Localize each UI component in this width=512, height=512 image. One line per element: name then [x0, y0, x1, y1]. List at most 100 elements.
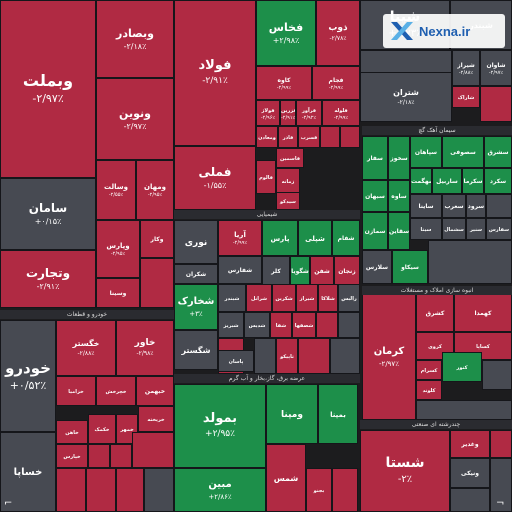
stock-cell[interactable]: وسالت -۲/۵۵٪ [96, 160, 136, 220]
stock-cell[interactable]: شگستر [174, 330, 218, 370]
stock-cell[interactable]: شتران -۲/۱۸٪ [360, 72, 452, 122]
stock-cell[interactable]: ونوین -۲/۹۷٪ [96, 78, 174, 160]
stock-cell[interactable]: ساربیل [432, 168, 462, 194]
stock-cell[interactable]: شلاکا [318, 284, 338, 312]
stock-cell[interactable]: سصوفی [442, 136, 484, 168]
stock-cell[interactable]: کسرام [416, 360, 442, 380]
stock-cell[interactable]: شگویا [290, 256, 310, 286]
stock-cell-unlabeled[interactable] [332, 468, 358, 512]
stock-cell-unlabeled[interactable] [330, 338, 360, 374]
stock-cell[interactable]: فسرب [298, 126, 320, 148]
stock-cell[interactable]: وتجارت -۲/۹۱٪ [0, 250, 96, 308]
stock-cell-unlabeled[interactable] [56, 468, 86, 512]
stock-cell-unlabeled[interactable] [316, 312, 338, 338]
stock-cell-unlabeled[interactable] [450, 488, 490, 512]
stock-cell[interactable]: فجام -۲/۹۹٪ [312, 66, 360, 100]
stock-cell[interactable]: شبندر [218, 284, 246, 312]
stock-cell[interactable]: بمپنا [318, 384, 358, 444]
stock-cell[interactable]: فولاژ -۲/۹۶٪ [256, 100, 280, 126]
stock-cell[interactable]: فملی -۱/۵۵٪ [174, 146, 256, 210]
stock-cell[interactable]: سشمال [442, 218, 466, 240]
stock-cell[interactable]: سیتا [410, 218, 442, 240]
stock-cell[interactable]: شرانل [246, 284, 272, 312]
stock-cell[interactable]: خساپا [0, 432, 56, 512]
stock-cell[interactable]: سنیر [466, 218, 486, 240]
stock-cell-unlabeled[interactable] [254, 338, 276, 374]
stock-cell[interactable]: خاور -۲/۹۸٪ [116, 320, 174, 376]
stock-cell-unlabeled[interactable] [490, 430, 512, 458]
stock-cell[interactable]: فرآور -۲/۹۲٪ [296, 100, 322, 126]
stock-cell[interactable]: سبهان [362, 180, 388, 212]
stock-cell[interactable]: کلوند [416, 380, 442, 400]
stock-cell[interactable]: زمانه [276, 168, 300, 194]
stock-cell-unlabeled[interactable] [416, 400, 512, 420]
stock-cell[interactable]: شدیس [244, 312, 270, 338]
stock-cell[interactable]: سیکاو [392, 250, 428, 284]
stock-cell[interactable]: شکران [174, 264, 218, 284]
stock-cell-unlabeled[interactable] [340, 126, 360, 148]
stock-cell[interactable]: شیراز -۲/۸۸٪ [452, 50, 480, 86]
stock-cell[interactable]: شاوان -۲/۹۷٪ [480, 50, 512, 86]
stock-cell[interactable]: شفارس [218, 256, 262, 284]
stock-cell[interactable]: بجنو [306, 468, 332, 512]
stock-cell[interactable]: وغدیر [450, 430, 490, 458]
stock-cell-unlabeled[interactable] [88, 444, 110, 468]
stock-cell-unlabeled[interactable] [144, 468, 174, 512]
stock-cell[interactable]: خگستر -۲/۸۸٪ [56, 320, 116, 376]
stock-cell[interactable]: سامان +۰/۱۵٪ [0, 178, 96, 250]
stock-cell[interactable]: شیراز [296, 284, 318, 312]
stock-cell[interactable]: شفام [332, 220, 360, 256]
stock-cell[interactable]: کساپا [454, 332, 512, 360]
stock-cell[interactable]: آریا -۲/۹۹٪ [218, 220, 262, 256]
stock-cell[interactable]: خاهن [56, 420, 88, 444]
stock-cell[interactable]: ومپنا [266, 384, 318, 444]
stock-cell-unlabeled[interactable] [320, 126, 340, 148]
stock-cell[interactable]: وکار [140, 220, 174, 258]
stock-cell[interactable]: پاسان [218, 350, 254, 372]
stock-cell-unlabeled[interactable] [428, 240, 512, 284]
stock-cell[interactable]: فزرین -۲/۹۱٪ [280, 100, 296, 126]
stock-cell[interactable]: سمازن [362, 212, 388, 250]
stock-cell[interactable]: سفار [362, 136, 388, 180]
stock-cell[interactable]: کلر [262, 256, 290, 286]
stock-cell-unlabeled[interactable] [140, 258, 174, 308]
stock-cell[interactable]: سکرد [484, 168, 512, 194]
stock-cell[interactable]: شاراک [452, 86, 480, 108]
stock-cell[interactable]: کشرق [416, 294, 454, 332]
stock-cell[interactable]: کرمان -۲/۹۷٪ [362, 294, 416, 420]
stock-cell[interactable]: ساوه [388, 180, 410, 212]
stock-cell[interactable]: کنور [442, 352, 482, 382]
stock-cell[interactable]: خچرخش [96, 376, 136, 406]
stock-cell[interactable]: بمولد +۲/۹۵٪ [174, 384, 266, 468]
stock-cell[interactable]: ونیکی [450, 458, 490, 488]
stock-cell-unlabeled[interactable] [486, 194, 512, 218]
stock-cell[interactable]: رالبس [338, 284, 360, 312]
stock-cell-unlabeled[interactable] [298, 338, 330, 374]
stock-cell[interactable]: زنجان [334, 256, 360, 286]
stock-cell[interactable]: فلوله -۲/۹۹٪ [322, 100, 360, 126]
stock-cell[interactable]: پارس [262, 220, 298, 256]
stock-cell[interactable]: شستا -۲٪ [360, 430, 450, 512]
stock-cell[interactable]: خودرو +۰/۵۲٪ [0, 320, 56, 432]
stock-cell[interactable]: کهمدا [454, 294, 512, 332]
stock-cell[interactable]: فاذر [278, 126, 298, 148]
stock-cell[interactable]: سشرق [484, 136, 512, 168]
stock-cell[interactable]: سهگمت [410, 168, 432, 194]
stock-cell[interactable]: خریخته [138, 406, 174, 432]
stock-cell[interactable]: سفارس [486, 218, 512, 240]
stock-cell[interactable]: سرود [466, 194, 486, 218]
stock-cell[interactable]: وبملت -۲/۹۷٪ [0, 0, 96, 178]
stock-cell[interactable]: شپلی [298, 220, 332, 256]
stock-cell-unlabeled[interactable] [132, 432, 174, 468]
stock-cell[interactable]: سخوز [388, 136, 410, 180]
stock-cell[interactable]: سپاهان [410, 136, 442, 168]
stock-cell[interactable]: شفا [270, 312, 292, 338]
stock-cell-unlabeled[interactable] [110, 444, 132, 468]
stock-cell[interactable]: سکرما [462, 168, 484, 194]
stock-cell[interactable]: شمس [266, 444, 306, 512]
stock-cell-unlabeled[interactable] [86, 468, 116, 512]
stock-cell[interactable]: ذوب -۲/۷۸٪ [316, 0, 360, 66]
stock-cell-unlabeled[interactable] [480, 86, 512, 122]
stock-cell[interactable]: سیدکو [276, 192, 300, 210]
stock-cell[interactable]: سلارس [362, 250, 392, 284]
